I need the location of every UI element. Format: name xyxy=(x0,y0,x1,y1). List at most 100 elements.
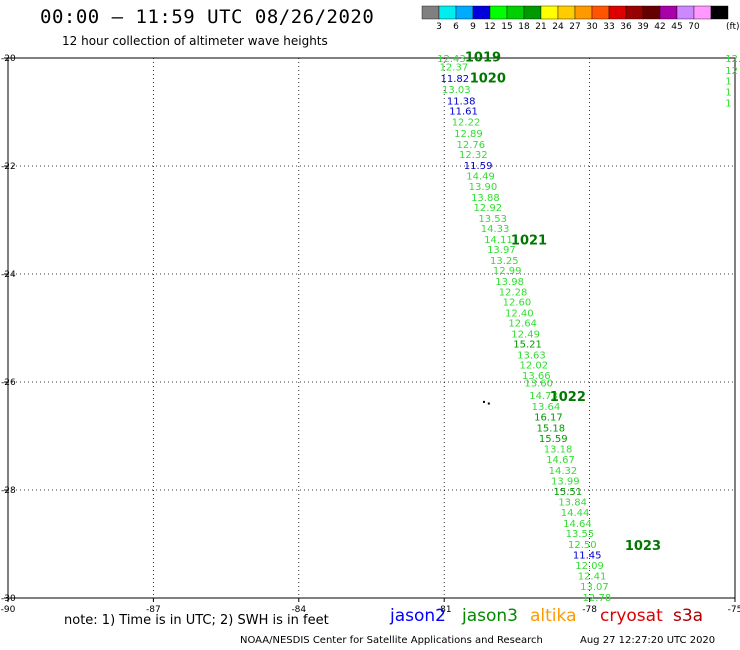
wave-height-point: 14.64 xyxy=(563,519,592,530)
legend-label: 30 xyxy=(586,22,598,32)
wave-height-point: 15.59 xyxy=(539,434,568,445)
legend-label: 12 xyxy=(484,22,495,32)
legend-swatch xyxy=(659,5,678,20)
x-tick-label: -84 xyxy=(291,605,306,615)
wave-height-point: 14.49 xyxy=(466,172,495,183)
legend-swatch xyxy=(574,5,593,20)
wave-height-point: 15.21 xyxy=(513,340,542,351)
satellite-cryosat: cryosat xyxy=(600,606,663,626)
wave-height-point: 13.97 xyxy=(487,245,516,256)
wave-height-point-partial: 1 xyxy=(725,87,731,98)
wave-height-point: 13.07 xyxy=(580,582,609,593)
legend-label: 42 xyxy=(654,22,665,32)
time-label: 1021 xyxy=(511,233,547,248)
wave-height-point: 12.28 xyxy=(499,287,528,298)
legend-swatch xyxy=(557,5,576,20)
wave-height-point: 13.88 xyxy=(471,193,500,204)
wave-height-point: 12.37 xyxy=(440,63,469,74)
wave-height-point-partial: 12.7 xyxy=(725,54,740,65)
satellite-jason3: jason3 xyxy=(462,606,518,626)
wave-height-point: 12.50 xyxy=(568,540,597,551)
wave-height-point: 13.03 xyxy=(442,85,471,96)
legend-swatch xyxy=(421,5,440,20)
y-tick-label: -22 xyxy=(1,162,16,172)
wave-height-point: 12.43 xyxy=(437,54,466,65)
legend-swatch xyxy=(608,5,627,20)
wave-height-point: 12.78 xyxy=(583,593,612,604)
wave-height-point: 12.40 xyxy=(505,308,534,319)
y-tick-label: -30 xyxy=(1,594,16,604)
legend-swatch xyxy=(540,5,559,20)
wave-height-point: 11.45 xyxy=(573,550,602,561)
wave-height-point: 11.59 xyxy=(464,161,493,172)
x-tick-label: -90 xyxy=(1,605,16,615)
time-label: 1019 xyxy=(465,50,501,65)
wave-height-point: 13.55 xyxy=(566,529,595,540)
y-tick-label: -26 xyxy=(1,378,16,388)
wave-height-point: 11.61 xyxy=(449,106,478,117)
plot-frame xyxy=(7,57,736,599)
wave-height-point: 14.44 xyxy=(561,508,590,519)
time-label: 1020 xyxy=(470,71,506,86)
legend-swatch xyxy=(642,5,661,20)
legend-label: 45 xyxy=(671,22,682,32)
x-tick-label: -75 xyxy=(728,605,740,615)
legend-label: 70 xyxy=(688,22,700,32)
legend-label: 18 xyxy=(518,22,530,32)
legend-swatch xyxy=(506,5,525,20)
footer-timestamp: Aug 27 12:27:20 UTC 2020 xyxy=(580,635,716,646)
wave-height-point: 13.63 xyxy=(517,350,546,361)
legend-label: 15 xyxy=(501,22,512,32)
wave-height-point-partial: 1 xyxy=(725,77,731,88)
wave-height-point: 12.49 xyxy=(511,329,540,340)
wave-height-point: 12.99 xyxy=(493,266,522,277)
land-dot xyxy=(482,400,485,403)
legend-label: 21 xyxy=(535,22,546,32)
wave-height-point: 12.02 xyxy=(520,361,549,372)
satellite-altika: altika xyxy=(530,606,577,626)
legend-label: 39 xyxy=(637,22,649,32)
y-tick-label: -24 xyxy=(1,270,16,280)
wave-height-point: 11.38 xyxy=(447,97,476,108)
legend-label: 3 xyxy=(436,22,442,32)
legend-label: 33 xyxy=(603,22,614,32)
wave-height-point: 12.89 xyxy=(454,129,483,140)
y-tick-label: -28 xyxy=(1,486,16,496)
legend-unit: (ft) xyxy=(726,22,740,32)
chart-title: 00:00 – 11:59 UTC 08/26/2020 xyxy=(40,6,375,28)
wave-height-point: 13.99 xyxy=(551,476,580,487)
legend-swatch xyxy=(591,5,610,20)
legend-swatch xyxy=(676,5,695,20)
wave-height-point: 12.22 xyxy=(452,118,481,129)
wave-height-point: 13.84 xyxy=(558,497,587,508)
legend-swatch xyxy=(455,5,474,20)
wave-height-point: 15.51 xyxy=(553,487,582,498)
time-label: 1022 xyxy=(550,390,586,405)
chart-subtitle: 12 hour collection of altimeter wave hei… xyxy=(62,34,328,48)
wave-height-point: 14.11 xyxy=(484,235,513,246)
wave-height-point: 16.17 xyxy=(534,413,563,424)
wave-height-point: 14.33 xyxy=(481,224,510,235)
satellite-jason2: jason2 xyxy=(390,606,446,626)
legend-label: 9 xyxy=(470,22,476,32)
wave-height-point: 12.09 xyxy=(575,561,604,572)
note-text: note: 1) Time is in UTC; 2) SWH is in fe… xyxy=(64,613,329,628)
wave-height-point: 12.32 xyxy=(459,150,488,161)
wave-height-point: 14.32 xyxy=(549,466,578,477)
wave-height-point: 11.82 xyxy=(441,74,470,85)
legend-swatch xyxy=(489,5,508,20)
legend-label: 24 xyxy=(552,22,564,32)
wave-height-point: 12.76 xyxy=(457,140,486,151)
wave-height-point-partial: 1 xyxy=(725,98,731,109)
y-tick-label: -20 xyxy=(1,54,16,64)
legend-swatch xyxy=(710,5,729,20)
wave-height-point: 13.98 xyxy=(495,277,524,288)
legend-label: 27 xyxy=(569,22,580,32)
legend-swatch xyxy=(625,5,644,20)
wave-height-point: 13.60 xyxy=(524,379,553,390)
x-tick-label: -81 xyxy=(437,605,452,615)
wave-height-point: 12.64 xyxy=(508,319,537,330)
x-tick-label: -78 xyxy=(582,605,597,615)
land-dot xyxy=(487,402,490,405)
